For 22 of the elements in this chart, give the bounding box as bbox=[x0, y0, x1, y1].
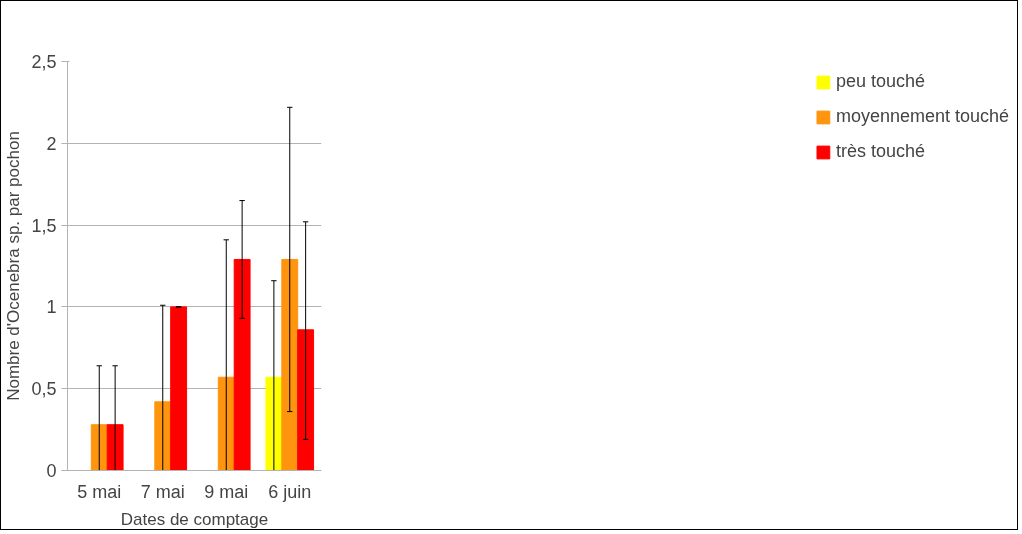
legend-label: moyennement touché bbox=[835, 106, 1009, 127]
bar bbox=[281, 258, 299, 471]
bar bbox=[297, 329, 315, 471]
y-tick-label: 2,5 bbox=[31, 52, 57, 72]
x-tick-label: 6 juin bbox=[268, 481, 312, 502]
bar bbox=[154, 401, 172, 471]
x-tick-label: 7 mai bbox=[140, 481, 185, 502]
y-tick-label: 0,5 bbox=[31, 379, 57, 400]
y-axis-title: Nombre d'Ocenebra sp. par pochon bbox=[4, 131, 24, 401]
legend-label: très touché bbox=[835, 141, 925, 162]
y-tick-label: 1,5 bbox=[31, 215, 57, 236]
x-tick-label: 9 mai bbox=[204, 481, 249, 502]
y-tick-label: 2 bbox=[46, 133, 57, 154]
bar bbox=[90, 424, 108, 471]
legend-label: peu touché bbox=[835, 71, 925, 92]
y-tick-label: 1 bbox=[46, 297, 57, 318]
bar bbox=[217, 376, 235, 471]
bar bbox=[170, 306, 188, 471]
y-tick-label: 0 bbox=[46, 461, 57, 481]
bar bbox=[233, 258, 251, 471]
x-axis-title: Dates de comptage bbox=[120, 509, 269, 529]
x-tick-label: 5 mai bbox=[77, 481, 122, 502]
